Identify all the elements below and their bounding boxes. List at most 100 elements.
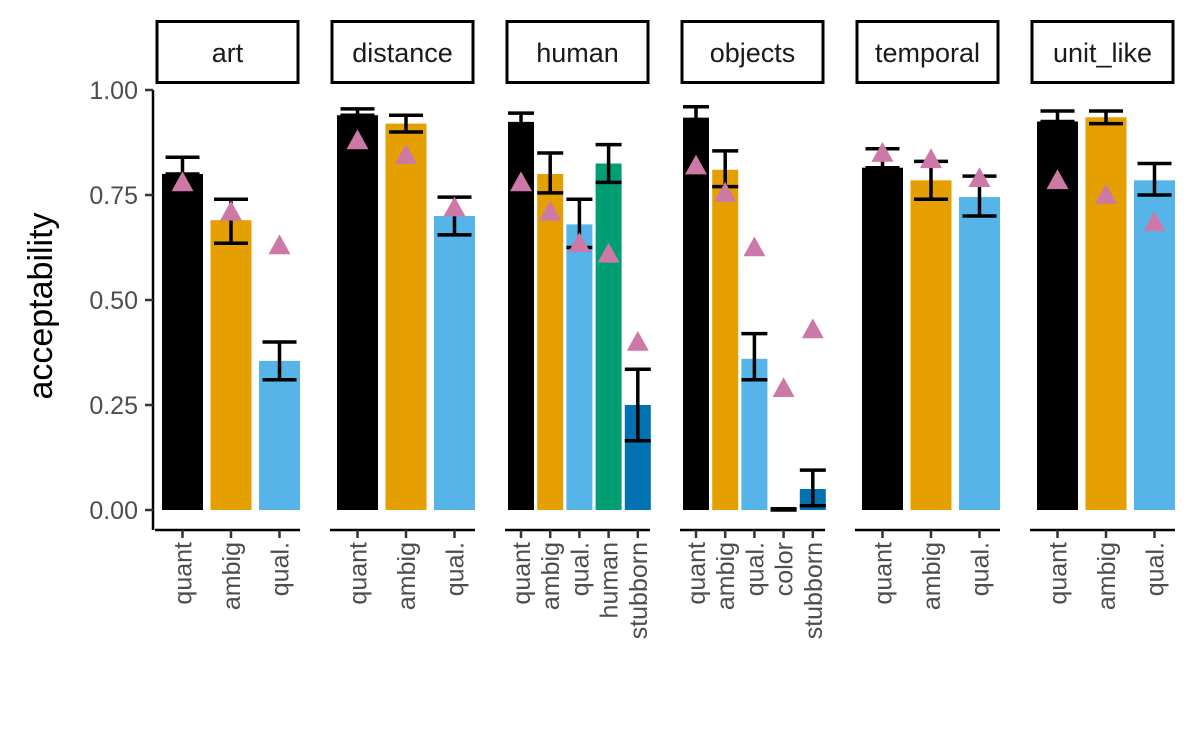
bar-ambig xyxy=(712,169,739,511)
error-bar xyxy=(537,151,564,195)
x-tick-label: ambig xyxy=(218,542,246,610)
x-tick-label: qual. xyxy=(442,542,470,596)
facet-strip xyxy=(330,20,475,84)
bar-human xyxy=(595,163,622,510)
error-bar xyxy=(595,142,622,185)
x-tick-label: qual. xyxy=(741,542,769,596)
x-tick-label: stubborn xyxy=(800,542,828,639)
x-tick-label: quant xyxy=(345,542,373,605)
facet-strip xyxy=(505,20,650,84)
triangle-point xyxy=(539,200,562,221)
facet-panel-art: art quant ambig qual. xyxy=(155,20,300,610)
x-tick-label: quant xyxy=(170,542,198,605)
error-bar xyxy=(1040,109,1075,124)
x-tick-label: ambig xyxy=(712,542,740,610)
x-tick-label: ambig xyxy=(393,542,421,610)
error-bar xyxy=(799,468,826,508)
facet-strip xyxy=(680,20,825,84)
y-axis: 0.00 0.25 0.50 0.75 1.00 xyxy=(89,77,155,530)
facet-strip-label: temporal xyxy=(875,38,980,68)
y-tick-label: 1.00 xyxy=(89,77,138,105)
bar-quant xyxy=(162,174,203,510)
x-tick-label: quant xyxy=(1045,542,1073,605)
triangle-point xyxy=(801,318,824,339)
bar-quant xyxy=(862,167,903,510)
facet-strip-label: distance xyxy=(352,38,453,68)
error-bar xyxy=(770,506,797,512)
x-tick-label: qual. xyxy=(967,542,995,596)
x-tick-label: ambig xyxy=(537,542,565,610)
error-bar xyxy=(1089,109,1123,126)
x-tick-label: quant xyxy=(683,542,711,605)
x-tick-label: quant xyxy=(508,542,536,605)
triangle-point xyxy=(772,377,795,397)
x-tick-label: ambig xyxy=(918,542,946,610)
facet-strip-label: human xyxy=(536,38,619,68)
facet-panel-temporal: temporal quant ambig qual. xyxy=(855,20,1000,610)
triangle-point xyxy=(171,171,194,192)
facet-strip xyxy=(155,20,300,84)
triangle-point xyxy=(346,129,369,150)
y-axis-title: acceptability xyxy=(22,212,60,399)
facet-strip-label: objects xyxy=(710,38,796,68)
triangle-point xyxy=(220,200,242,221)
x-tick-label: quant xyxy=(870,542,898,605)
bar-ambig xyxy=(1085,117,1127,511)
error-bar xyxy=(741,331,768,382)
y-tick-label: 0.00 xyxy=(89,497,138,525)
error-bar xyxy=(624,367,651,443)
x-tick-label: qual. xyxy=(267,542,295,596)
x-tick-label: color xyxy=(771,542,799,596)
triangle-point xyxy=(443,196,466,217)
x-tick-label: ambig xyxy=(1093,542,1121,610)
bar-ambig xyxy=(385,123,427,510)
triangle-point xyxy=(268,234,291,255)
triangle-point xyxy=(920,148,942,169)
triangle-point xyxy=(1046,169,1069,190)
triangle-point xyxy=(743,236,766,257)
x-tick-label: stubborn xyxy=(625,542,653,639)
triangle-point xyxy=(597,242,620,263)
bar-qual xyxy=(434,216,475,510)
bar-qual xyxy=(959,197,1000,510)
y-tick-label: 0.25 xyxy=(89,392,138,420)
triangle-point xyxy=(395,144,417,164)
error-bar xyxy=(683,105,709,122)
bar-quant xyxy=(337,115,378,510)
facet-strip-label: art xyxy=(212,38,244,68)
triangle-point xyxy=(626,331,649,351)
facet-strip xyxy=(1030,20,1175,84)
triangle-point xyxy=(685,154,707,175)
bar-ambig xyxy=(210,220,252,510)
bar-qual xyxy=(1134,180,1175,511)
bar-quant xyxy=(683,119,709,511)
facet-panel-distance: distance quant ambig qual. xyxy=(330,20,475,610)
triangle-point xyxy=(568,232,591,253)
error-bar xyxy=(1137,161,1172,197)
triangle-point xyxy=(1095,184,1117,204)
bar-ambig xyxy=(537,174,564,510)
triangle-point xyxy=(510,171,532,192)
facet-strip-label: unit_like xyxy=(1053,38,1152,68)
facet-strip xyxy=(855,20,1000,84)
triangle-point xyxy=(714,181,737,202)
error-bar xyxy=(262,340,297,382)
triangle-point xyxy=(968,167,991,187)
triangle-point xyxy=(1143,211,1166,232)
bar-qual xyxy=(259,360,300,510)
x-tick-label: qual. xyxy=(1142,542,1170,596)
error-bar xyxy=(389,113,423,134)
bar-ambig xyxy=(910,180,952,511)
facet-panel-objects: objects quant ambig qual. color stubborn xyxy=(680,20,828,639)
bar-qual xyxy=(566,224,593,510)
error-bar xyxy=(508,111,534,126)
x-tick-label: qual. xyxy=(566,542,594,596)
error-bar xyxy=(340,107,375,117)
bar-qual xyxy=(741,358,768,510)
x-tick-label: human xyxy=(596,542,624,618)
y-tick-label: 0.75 xyxy=(89,182,138,210)
